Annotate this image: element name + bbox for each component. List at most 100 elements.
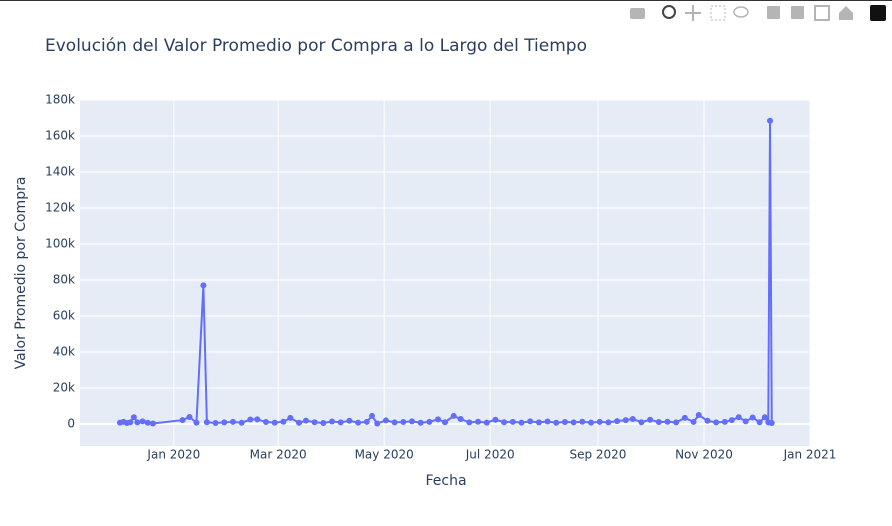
camera-button[interactable] [630, 8, 645, 19]
data-point [400, 419, 407, 426]
data-point [408, 418, 415, 425]
x-tick-label: Jan 2021 [783, 448, 837, 462]
data-point [483, 419, 490, 426]
data-point [681, 414, 688, 421]
data-point [320, 419, 327, 426]
y-tick-label: 180k [45, 93, 75, 107]
grid [80, 99, 811, 446]
data-point [150, 420, 156, 427]
y-tick-label: 0 [67, 417, 75, 431]
data-point [673, 419, 680, 426]
data-point [605, 419, 612, 426]
y-tick-label: 40k [53, 345, 75, 359]
data-point [287, 414, 294, 421]
x-tick-label: Jul 2020 [465, 448, 515, 462]
data-point [302, 417, 309, 424]
data-point [271, 419, 278, 426]
data-point [638, 419, 645, 426]
data-point [664, 418, 671, 425]
data-point [247, 416, 254, 423]
data-point [426, 418, 433, 425]
data-point [767, 117, 774, 124]
data-point [238, 419, 245, 426]
x-tick-label: May 2020 [355, 448, 414, 462]
data-point [588, 419, 594, 426]
data-point [369, 412, 375, 419]
data-point [355, 419, 362, 426]
data-point [553, 419, 560, 426]
y-tick-label: 140k [45, 165, 75, 179]
data-point [728, 417, 735, 424]
lasso-button[interactable] [733, 6, 749, 18]
data-point [756, 419, 763, 426]
data-point [466, 419, 473, 426]
data-point [363, 418, 370, 425]
select-button[interactable] [710, 5, 726, 21]
data-point [391, 419, 398, 426]
x-tick-label: Nov 2020 [675, 448, 733, 462]
data-point [450, 412, 457, 419]
data-point [280, 418, 287, 425]
data-point [144, 419, 151, 426]
y-tick-label: 60k [53, 309, 75, 323]
data-point [527, 418, 534, 425]
data-point [535, 419, 542, 426]
data-point [457, 415, 464, 422]
chart-title: Evolución del Valor Promedio por Compra … [45, 36, 587, 56]
data-point [596, 418, 603, 425]
x-tick-label: Mar 2020 [250, 448, 307, 462]
data-point [690, 418, 697, 425]
plotly-logo[interactable] [870, 5, 886, 21]
data-point [544, 418, 551, 425]
data-point [346, 417, 353, 424]
data-point [501, 419, 508, 426]
y-tick-label: 20k [53, 381, 75, 395]
pan-button[interactable] [685, 5, 701, 21]
data-point [179, 417, 186, 424]
y-tick-label: 80k [53, 273, 75, 287]
data-point [761, 414, 768, 421]
data-point [509, 418, 516, 425]
modebar [630, 5, 886, 21]
zoom-button[interactable] [662, 5, 676, 19]
data-point [768, 419, 775, 426]
data-point [442, 419, 448, 426]
data-point [492, 416, 499, 423]
y-tick-label: 120k [45, 201, 75, 215]
data-point [193, 419, 200, 426]
data-point [622, 417, 629, 424]
plot-area [80, 100, 810, 446]
x-tick-label: Jan 2020 [146, 448, 200, 462]
zoom-in-button[interactable] [767, 6, 780, 19]
marks [116, 117, 775, 427]
y-tick-label: 160k [45, 129, 75, 143]
data-point [229, 418, 236, 425]
data-point [203, 419, 210, 426]
y-tick-label: 100k [45, 237, 75, 251]
x-axis-title: Fecha [425, 473, 466, 489]
data-point [749, 414, 756, 421]
data-point [221, 419, 228, 426]
data-point [579, 418, 586, 425]
data-point [518, 419, 525, 426]
data-point [329, 418, 336, 425]
data-point [647, 416, 654, 423]
data-point [655, 419, 662, 426]
zoom-out-button[interactable] [791, 6, 804, 19]
reset-button[interactable] [839, 6, 853, 20]
data-point [695, 412, 702, 419]
data-point [337, 419, 344, 426]
autoscale-button[interactable] [814, 5, 830, 21]
data-point [735, 414, 742, 421]
x-tick-label: Sep 2020 [569, 448, 626, 462]
data-point [296, 419, 302, 426]
data-point [742, 418, 749, 425]
data-point [570, 419, 577, 426]
data-point [417, 419, 424, 426]
data-point [374, 420, 381, 427]
data-point [139, 418, 146, 425]
data-point [721, 418, 728, 425]
data-point [704, 417, 711, 424]
data-point [614, 418, 621, 425]
